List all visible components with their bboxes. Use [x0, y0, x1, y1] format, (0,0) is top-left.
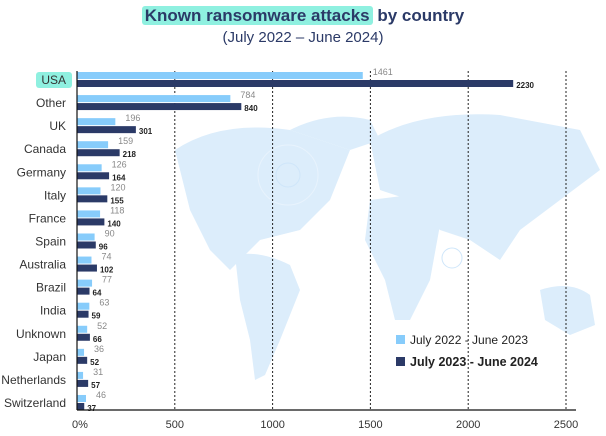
data-label: 96: [99, 242, 108, 251]
category-highlight: [36, 72, 72, 88]
data-label: 1461: [373, 67, 393, 77]
data-label: 301: [139, 127, 153, 136]
bar-2022-2023: [77, 95, 231, 103]
bar-2022-2023: [77, 348, 85, 356]
data-label: 77: [102, 275, 112, 285]
category-label: Brazil: [36, 281, 66, 295]
bar-2023-2024: [77, 126, 136, 134]
bar-2022-2023: [77, 233, 95, 241]
category-label: Netherlands: [1, 373, 66, 387]
bar-2022-2023: [77, 371, 84, 379]
data-label: 52: [90, 358, 99, 367]
x-tick-label: 1000: [260, 419, 284, 431]
data-label: 52: [97, 321, 107, 331]
data-label: 196: [125, 113, 140, 123]
bar-2022-2023: [77, 210, 101, 218]
bar-2023-2024: [77, 310, 89, 318]
bar-2022-2023: [77, 325, 88, 333]
data-label: 74: [101, 252, 111, 262]
bar-2023-2024: [77, 264, 97, 272]
bar-2023-2024: [77, 195, 108, 203]
legend-swatch: [396, 335, 405, 344]
bar-2022-2023: [77, 141, 109, 149]
x-tick-label: 500: [166, 419, 184, 431]
data-label: 57: [91, 381, 100, 390]
data-label: 64: [93, 289, 102, 298]
data-label: 102: [100, 266, 114, 275]
chart-subtitle: (July 2022 – June 2024): [222, 29, 384, 46]
x-tick-label: 0%: [72, 419, 88, 431]
bar-2023-2024: [77, 356, 88, 364]
data-label: 37: [87, 404, 96, 413]
category-label: Other: [36, 96, 66, 110]
legend-label: July 2022 - June 2023: [410, 333, 528, 347]
category-label: UK: [49, 119, 66, 133]
category-label: Unknown: [16, 327, 66, 341]
data-label: 164: [112, 173, 126, 182]
category-label: Switzerland: [4, 396, 66, 410]
bar-2023-2024: [77, 287, 90, 295]
category-label: India: [40, 304, 66, 318]
category-label: Canada: [24, 142, 66, 156]
grid: [174, 71, 567, 410]
chart-title: Known ransomware attacks by country: [0, 6, 606, 26]
category-label: Italy: [44, 188, 66, 202]
category-label: Spain: [35, 234, 66, 248]
bar-2023-2024: [77, 172, 110, 180]
data-label: 2230: [516, 81, 534, 90]
data-label: 120: [110, 182, 125, 192]
bar-2023-2024: [77, 333, 90, 341]
data-label: 90: [105, 228, 115, 238]
category-label: France: [29, 211, 67, 225]
chart-title-rest: by country: [377, 6, 465, 25]
x-tick-label: 2500: [554, 419, 578, 431]
legend-label: July 2023 - June 2024: [410, 355, 538, 369]
chart-title-highlight: Known ransomware attacks: [141, 6, 373, 25]
data-label: 155: [110, 196, 124, 205]
bar-2022-2023: [77, 256, 92, 264]
bar-2022-2023: [77, 72, 363, 79]
bar-2022-2023: [77, 118, 116, 126]
data-label: 46: [96, 390, 106, 400]
category-label: Australia: [19, 258, 66, 272]
bar-2023-2024: [77, 379, 89, 387]
bar-2022-2023: [77, 164, 102, 172]
bar-2023-2024: [77, 149, 120, 157]
bar-2022-2023: [77, 187, 101, 195]
data-label: 159: [118, 136, 133, 146]
legend-swatch: [396, 357, 405, 366]
x-tick-label: 1500: [358, 419, 382, 431]
bar-2023-2024: [77, 402, 85, 410]
bar-2022-2023: [77, 394, 86, 402]
data-label: 118: [110, 205, 124, 215]
bar-2022-2023: [77, 279, 93, 287]
x-tick-label: 2000: [456, 419, 480, 431]
bar-2023-2024: [77, 218, 105, 226]
data-label: 140: [107, 219, 121, 228]
bar-2023-2024: [77, 80, 514, 87]
category-label: Japan: [33, 350, 66, 364]
data-label: 59: [92, 312, 101, 321]
data-label: 840: [244, 104, 258, 113]
data-label: 784: [240, 90, 255, 100]
bar-2022-2023: [77, 302, 90, 310]
world-map-background: [175, 114, 600, 380]
bar-2023-2024: [77, 103, 242, 111]
data-label: 63: [99, 298, 109, 308]
category-labels: USA Other UK Canada Germany Italy France Spain A…: [1, 72, 72, 410]
data-label: 36: [94, 344, 104, 354]
legend: July 2022 - June 2023 July 2023 - June 20…: [396, 333, 538, 369]
data-label: 126: [112, 159, 127, 169]
x-axis: 0% 500 1000 1500 2000 2500: [72, 71, 578, 431]
data-label: 66: [93, 335, 102, 344]
category-label: Germany: [17, 165, 66, 179]
data-label: 31: [93, 367, 103, 377]
bar-2023-2024: [77, 241, 96, 249]
data-label: 218: [123, 150, 137, 159]
category-label: USA: [41, 73, 66, 87]
